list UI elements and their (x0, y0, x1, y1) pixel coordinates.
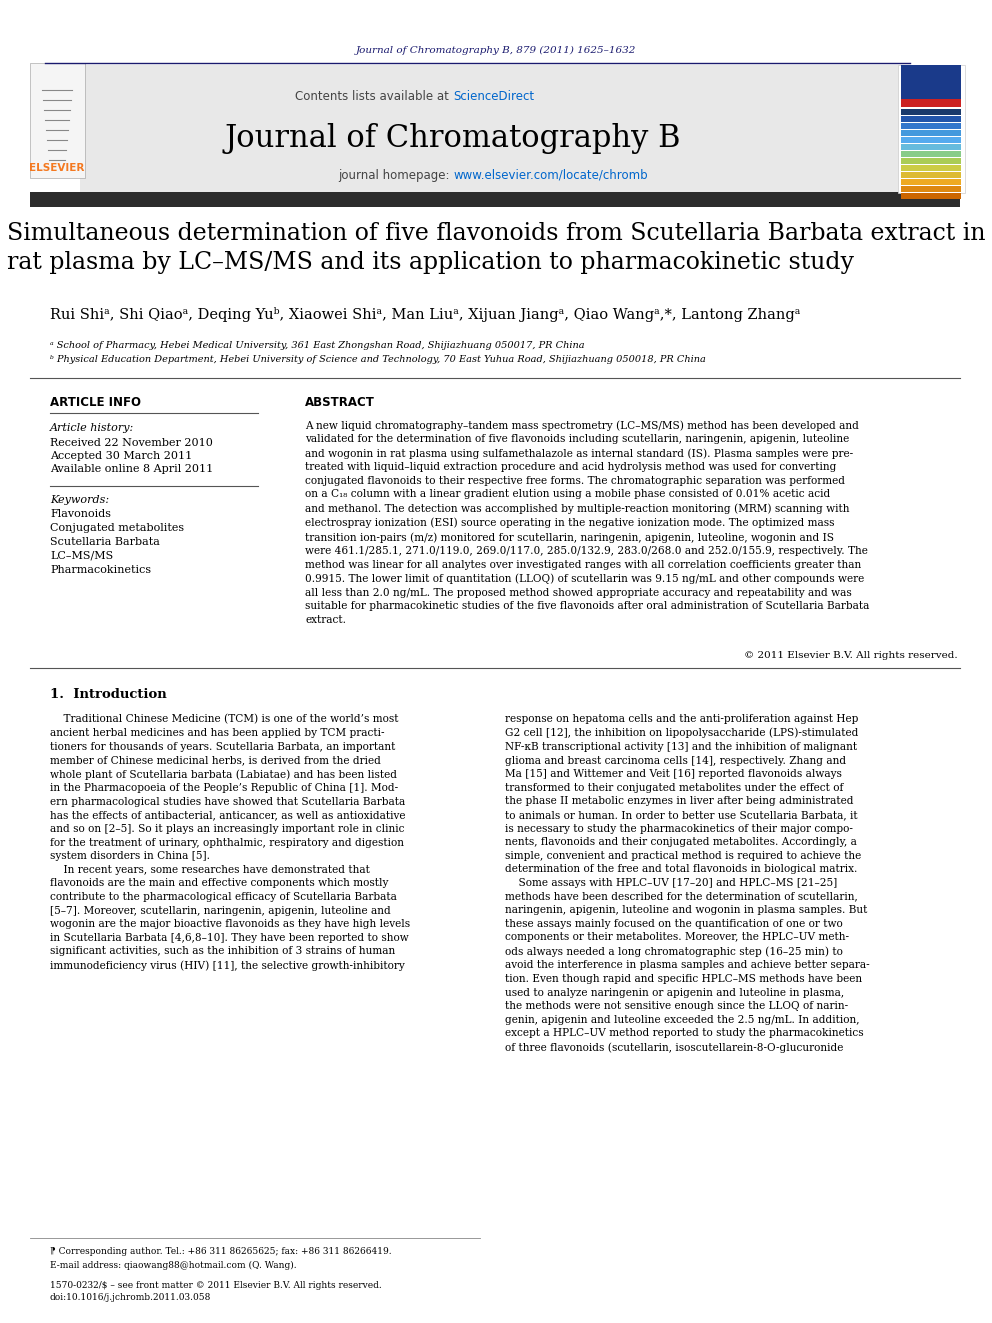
Text: A new liquid chromatography–tandem mass spectrometry (LC–MS/MS) method has been : A new liquid chromatography–tandem mass … (305, 419, 869, 624)
Bar (901, 144, 961, 149)
Text: 1.  Introduction: 1. Introduction (50, 688, 167, 701)
Text: Rui Shiᵃ, Shi Qiaoᵃ, Deqing Yuᵇ, Xiaowei Shiᵃ, Man Liuᵃ, Xijuan Jiangᵃ, Qiao Wan: Rui Shiᵃ, Shi Qiaoᵃ, Deqing Yuᵇ, Xiaowei… (50, 307, 801, 323)
Text: Available online 8 April 2011: Available online 8 April 2011 (50, 464, 213, 474)
Bar (901, 179, 961, 185)
Text: Pharmacokinetics: Pharmacokinetics (50, 565, 151, 576)
Text: Journal of Chromatography B: Journal of Chromatography B (225, 123, 682, 153)
Text: journal homepage:: journal homepage: (337, 168, 453, 181)
Bar (30, 64, 85, 179)
Text: Scutellaria Barbata: Scutellaria Barbata (50, 537, 160, 546)
Text: ᵇ Physical Education Department, Hebei University of Science and Technology, 70 : ᵇ Physical Education Department, Hebei U… (50, 356, 706, 365)
Bar (901, 165, 961, 171)
Bar (901, 193, 961, 198)
Bar (901, 130, 961, 136)
Bar (901, 172, 961, 179)
Bar (901, 116, 961, 122)
Text: www.elsevier.com/locate/chromb: www.elsevier.com/locate/chromb (453, 168, 648, 181)
Text: Simultaneous determination of five flavonoids from Scutellaria Barbata extract i: Simultaneous determination of five flavo… (7, 222, 985, 274)
Text: doi:10.1016/j.jchromb.2011.03.058: doi:10.1016/j.jchromb.2011.03.058 (50, 1294, 211, 1303)
Text: ABSTRACT: ABSTRACT (305, 396, 375, 409)
Bar (901, 187, 961, 192)
Text: Flavonoids: Flavonoids (50, 509, 111, 519)
Bar (901, 123, 961, 130)
Text: © 2011 Elsevier B.V. All rights reserved.: © 2011 Elsevier B.V. All rights reserved… (744, 651, 958, 659)
Text: ScienceDirect: ScienceDirect (453, 90, 534, 103)
Text: Conjugated metabolites: Conjugated metabolites (50, 523, 185, 533)
Bar (901, 138, 961, 143)
Text: Accepted 30 March 2011: Accepted 30 March 2011 (50, 451, 192, 460)
Bar (901, 65, 961, 101)
Text: Contents lists available at: Contents lists available at (296, 90, 453, 103)
Bar (901, 108, 961, 115)
Text: ELSEVIER: ELSEVIER (30, 163, 84, 173)
Text: E-mail address: qiaowang88@hotmail.com (Q. Wang).: E-mail address: qiaowang88@hotmail.com (… (50, 1261, 297, 1270)
Text: 1570-0232/$ – see front matter © 2011 Elsevier B.V. All rights reserved.: 1570-0232/$ – see front matter © 2011 El… (50, 1281, 382, 1290)
Text: ARTICLE INFO: ARTICLE INFO (50, 396, 141, 409)
Text: Traditional Chinese Medicine (TCM) is one of the world’s most
ancient herbal med: Traditional Chinese Medicine (TCM) is on… (50, 714, 410, 971)
Bar (901, 157, 961, 164)
Bar (80, 65, 915, 193)
Bar (901, 151, 961, 157)
Text: Received 22 November 2010: Received 22 November 2010 (50, 438, 213, 448)
Text: Journal of Chromatography B, 879 (2011) 1625–1632: Journal of Chromatography B, 879 (2011) … (356, 45, 636, 54)
Bar (901, 99, 961, 107)
Bar (30, 192, 960, 206)
Text: LC–MS/MS: LC–MS/MS (50, 550, 113, 561)
Text: Keywords:: Keywords: (50, 495, 109, 505)
Text: response on hepatoma cells and the anti-proliferation against Hep
G2 cell [12], : response on hepatoma cells and the anti-… (505, 714, 870, 1053)
Text: ⁋ Corresponding author. Tel.: +86 311 86265625; fax: +86 311 86266419.: ⁋ Corresponding author. Tel.: +86 311 86… (50, 1248, 392, 1257)
Text: Article history:: Article history: (50, 423, 134, 433)
Bar (898, 65, 965, 193)
Text: ᵃ School of Pharmacy, Hebei Medical University, 361 East Zhongshan Road, Shijiaz: ᵃ School of Pharmacy, Hebei Medical Univ… (50, 340, 584, 349)
